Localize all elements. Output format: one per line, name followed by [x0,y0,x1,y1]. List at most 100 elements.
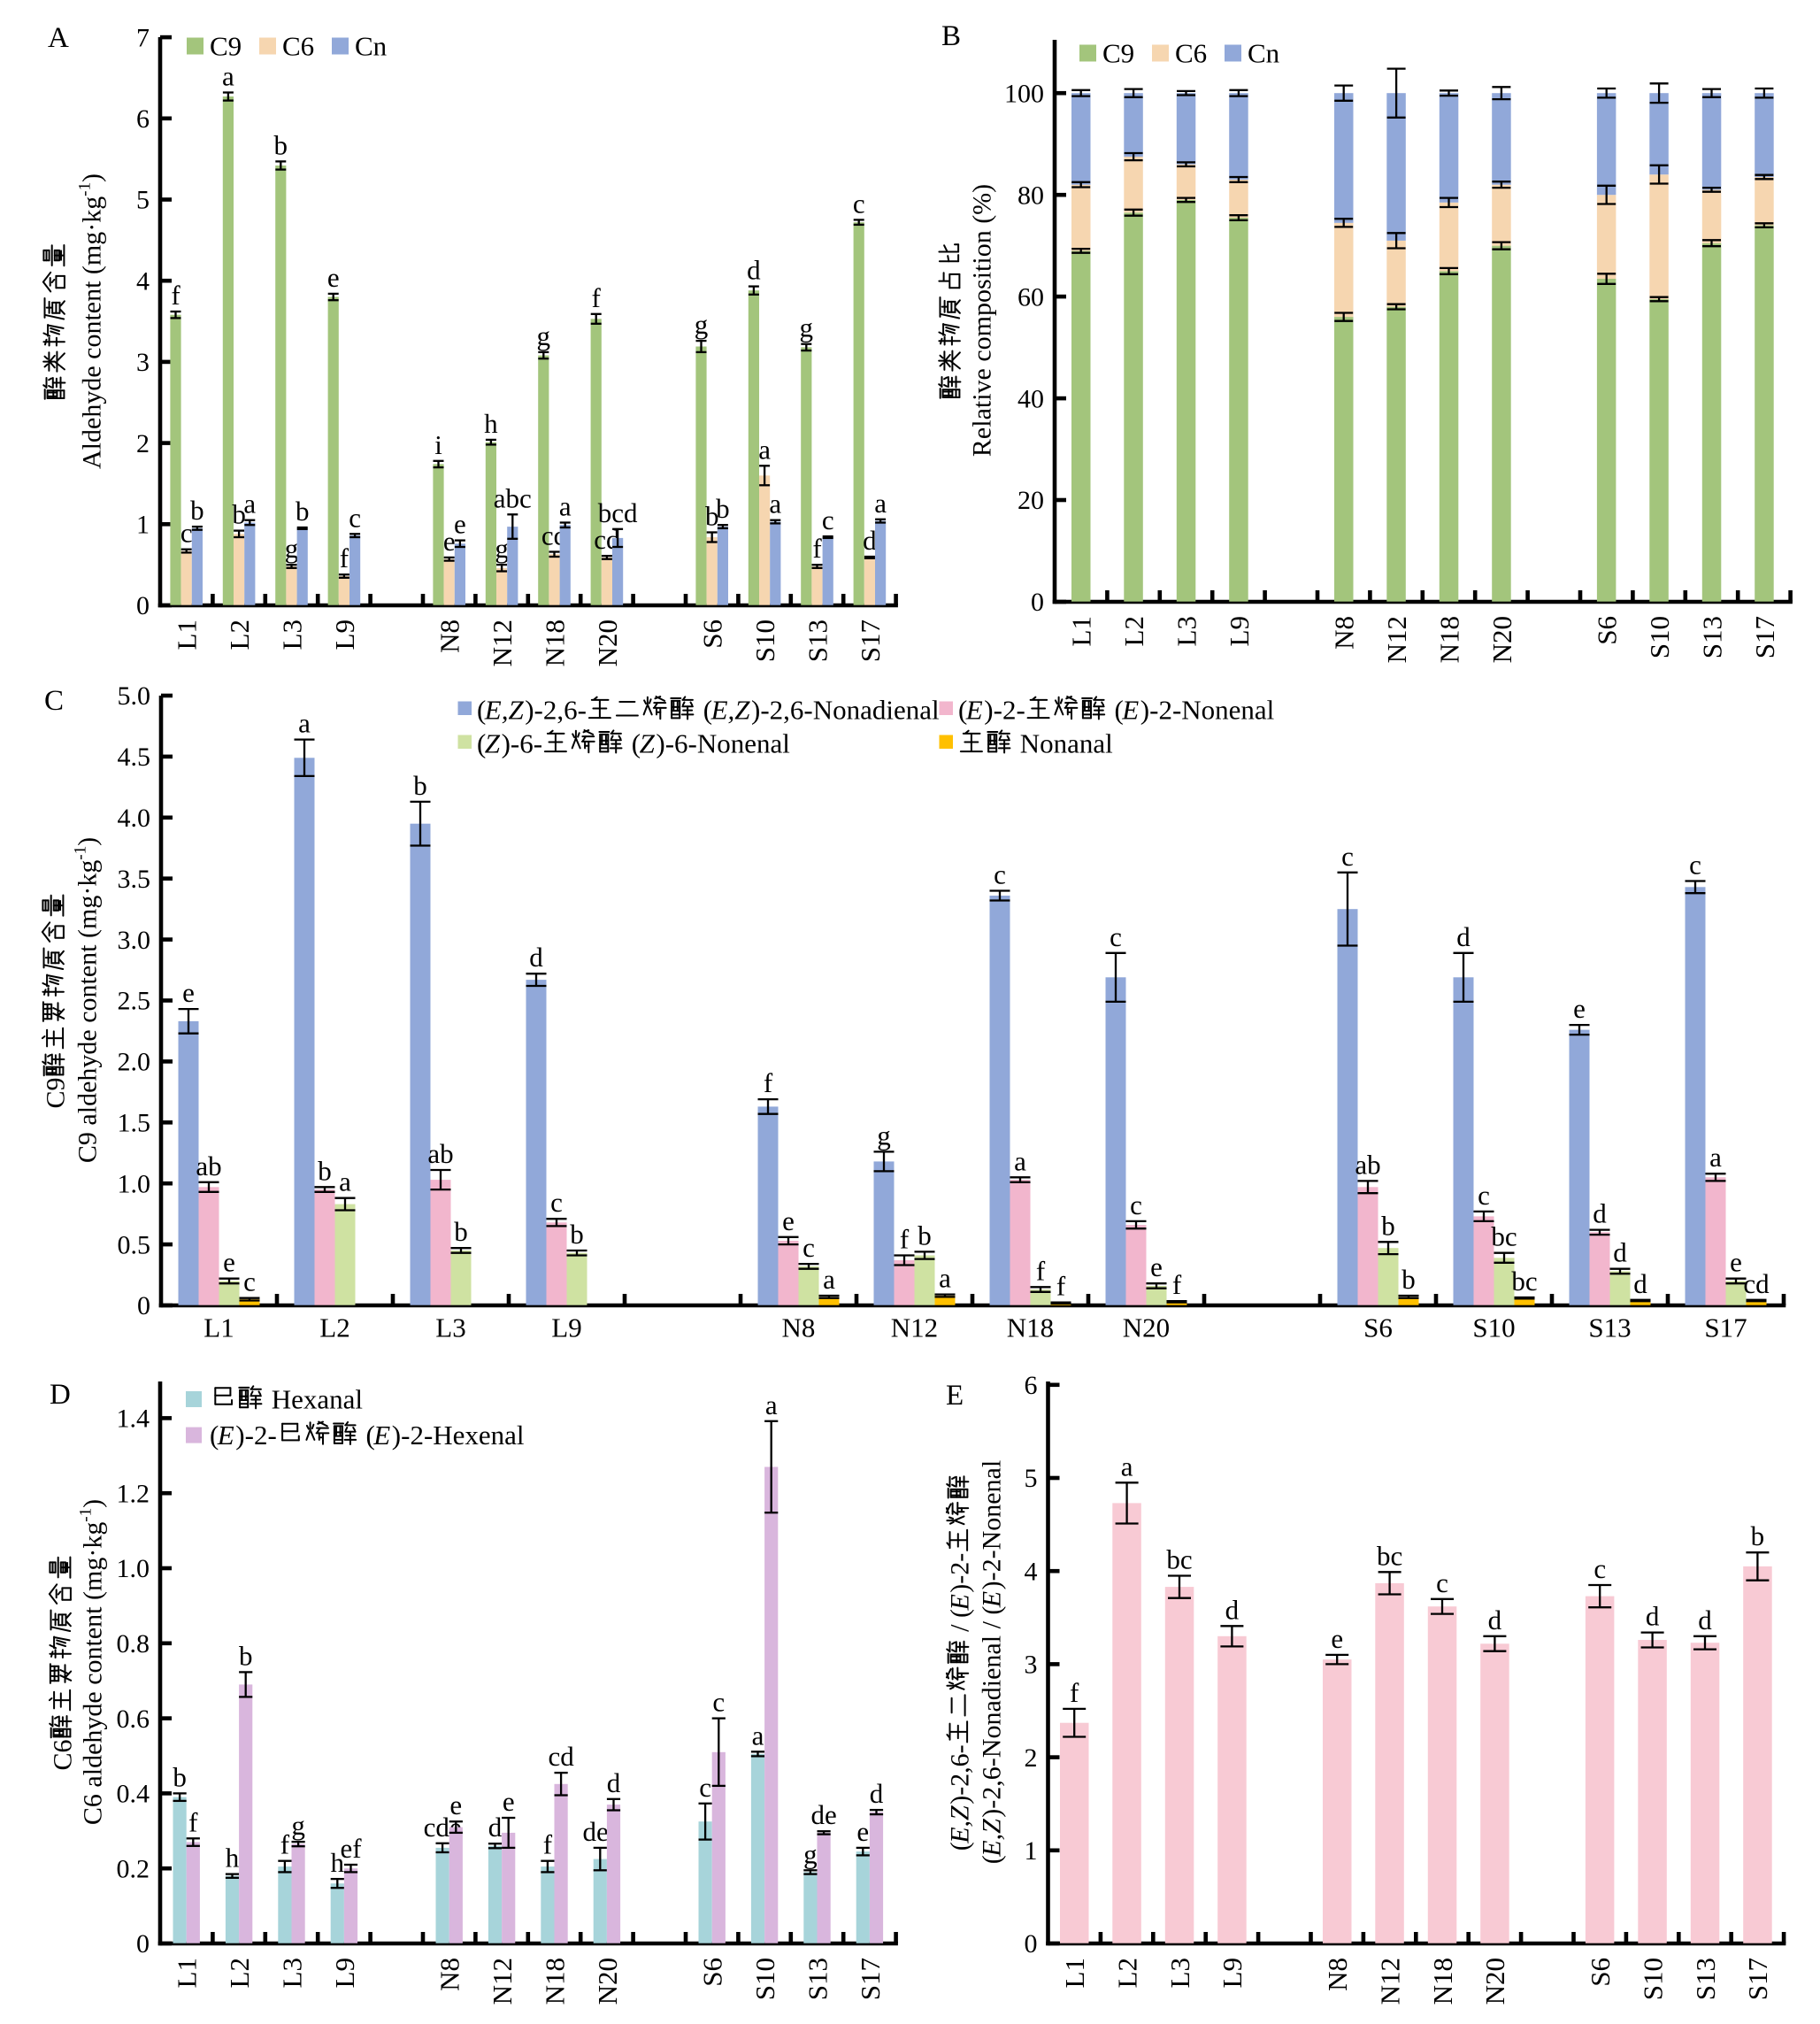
svg-text:C9: C9 [1102,38,1134,69]
svg-text:Z: Z [640,728,656,759]
svg-text:0: 0 [136,591,150,620]
svg-text:g: g [495,533,509,564]
svg-text:-1: -1 [72,846,90,860]
svg-text:a: a [1121,1451,1133,1481]
svg-text:c: c [550,1187,563,1218]
svg-text:a: a [939,1263,951,1294]
svg-text:i: i [434,429,442,460]
svg-text:S6: S6 [1592,616,1623,645]
svg-text:a: a [1014,1145,1026,1176]
svg-text:)-2-Hexenal: )-2-Hexenal [392,1420,525,1451]
svg-text:a: a [243,489,256,519]
svg-text:)-2-: )-2- [984,695,1025,726]
svg-text:a: a [769,489,781,519]
svg-text:a: a [222,61,234,92]
svg-text:h: h [484,408,498,439]
svg-text:c: c [822,504,834,535]
svg-text:3.0: 3.0 [118,926,151,955]
svg-text:): ) [79,1499,108,1508]
svg-text:D: D [50,1379,71,1411]
svg-text:0: 0 [1031,588,1044,617]
svg-text:N12: N12 [487,1958,518,2005]
svg-text:d: d [863,525,877,556]
svg-text:Aldehyde content (mg·kg: Aldehyde content (mg·kg [78,196,107,469]
svg-text:c: c [1130,1189,1142,1220]
svg-text:E: E [217,1420,234,1451]
svg-text:S10: S10 [749,620,780,662]
svg-text:d: d [870,1778,884,1809]
svg-text:b: b [239,1640,253,1671]
svg-text:b: b [570,1219,584,1250]
svg-text:1.0: 1.0 [117,1554,150,1583]
svg-text:-1: -1 [76,182,95,196]
svg-text:S6: S6 [1585,1958,1616,1987]
svg-text:L2: L2 [1118,616,1149,646]
svg-text:C6 aldehyde content (mg·kg: C6 aldehyde content (mg·kg [79,1522,108,1825]
svg-text:)-2,6-Nonadienal: )-2,6-Nonadienal [751,695,940,726]
svg-text:S10: S10 [749,1958,780,2000]
svg-text:5: 5 [136,186,150,215]
svg-text:Hexanal: Hexanal [265,1384,363,1415]
svg-text:e: e [449,1789,462,1820]
svg-text:C9: C9 [210,31,242,62]
svg-text:0.4: 0.4 [117,1780,150,1809]
svg-text:(: ( [477,695,486,726]
svg-text:N18: N18 [539,620,570,666]
svg-text:ab: ab [1355,1149,1380,1180]
svg-text:(: ( [978,1855,1007,1864]
svg-text:N20: N20 [592,620,623,666]
svg-text:4.0: 4.0 [118,804,151,833]
svg-text:40: 40 [1018,384,1044,413]
svg-text:d: d [1593,1198,1607,1229]
svg-text:4.5: 4.5 [118,743,151,772]
svg-text:Z: Z [485,728,501,759]
svg-text:L1: L1 [172,620,203,650]
svg-text:d: d [1646,1601,1660,1632]
svg-text:E: E [946,1594,975,1611]
svg-text:cd: cd [548,1741,574,1772]
svg-text:S13: S13 [1690,1958,1721,2000]
svg-text:5.0: 5.0 [118,681,151,711]
svg-text:0.5: 0.5 [118,1230,151,1259]
svg-text:f: f [1070,1677,1079,1708]
svg-text:N12: N12 [1374,1958,1405,2005]
svg-text:)-2-Nonenal: )-2-Nonenal [978,1460,1007,1590]
svg-text:C9 aldehyde content (mg·kg: C9 aldehyde content (mg·kg [73,860,103,1163]
svg-text:f: f [1172,1269,1182,1300]
svg-text:2.5: 2.5 [118,987,151,1016]
svg-text:C9: C9 [42,1077,71,1108]
svg-text:bc: bc [1491,1221,1517,1252]
svg-text:cd: cd [1743,1268,1770,1299]
svg-text:L1: L1 [1059,1958,1090,1988]
svg-text:c: c [180,518,193,549]
svg-text:g: g [803,1838,818,1869]
svg-text:N8: N8 [434,1958,465,1991]
svg-text:S10: S10 [1644,616,1675,658]
svg-text:f: f [1036,1255,1046,1286]
svg-text:d: d [529,942,543,973]
svg-text:d: d [488,1812,503,1843]
svg-text:E: E [1121,695,1139,726]
svg-text:e: e [327,262,340,293]
svg-text:80: 80 [1018,181,1044,210]
svg-text:e: e [503,1786,515,1817]
svg-text:e: e [1331,1623,1343,1654]
svg-text:b: b [318,1155,332,1186]
svg-text:e: e [1730,1247,1742,1278]
svg-text:e: e [1150,1251,1163,1282]
svg-text:(: ( [625,728,641,759]
svg-text:S10: S10 [1637,1958,1668,2000]
svg-text:N12: N12 [891,1312,938,1343]
svg-text:bcd: bcd [598,497,638,528]
svg-text:N8: N8 [1322,1958,1353,1991]
svg-text:b: b [296,496,310,527]
svg-text:d: d [1698,1605,1712,1635]
svg-text:)-2,6-: )-2,6- [525,695,587,726]
svg-text:0.6: 0.6 [117,1705,150,1734]
svg-text:f: f [543,1829,553,1860]
svg-text:a: a [758,434,771,465]
svg-text:bc: bc [1166,1544,1192,1575]
svg-text:1.0: 1.0 [118,1169,151,1198]
svg-text:E: E [946,1380,964,1412]
svg-text:d: d [747,255,761,286]
